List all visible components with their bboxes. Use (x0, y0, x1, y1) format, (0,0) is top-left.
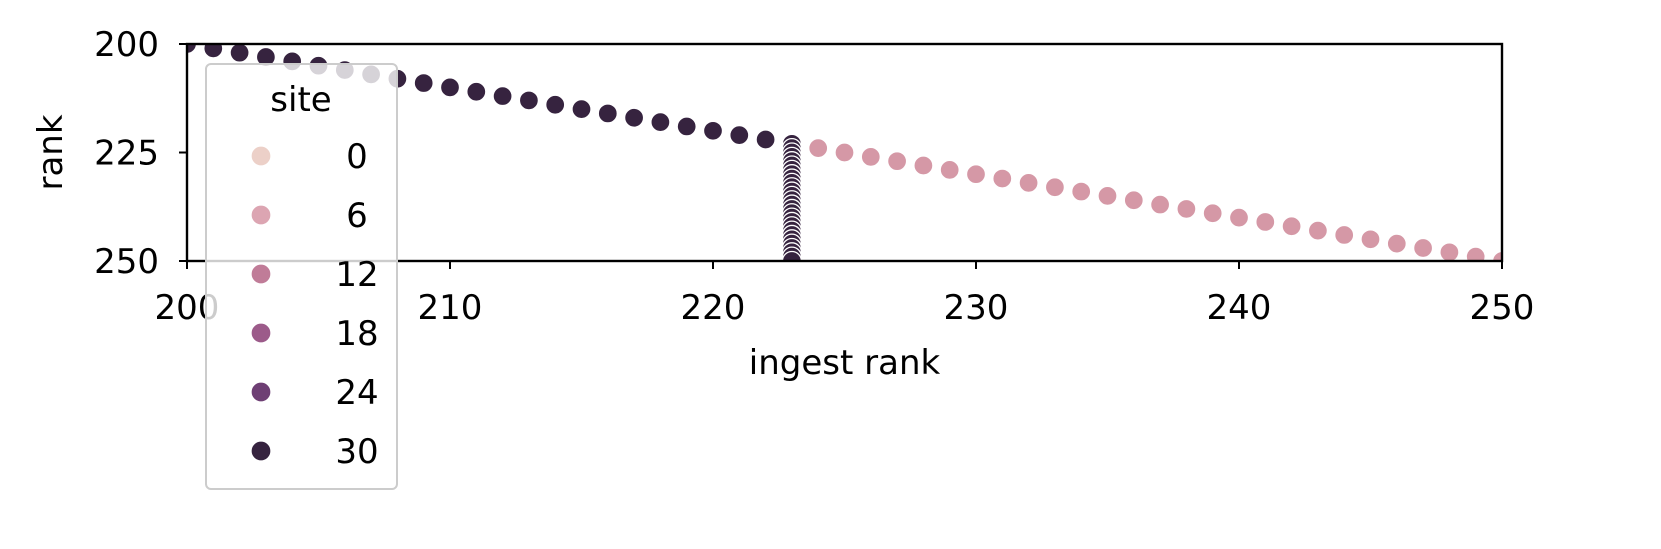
legend-marker (250, 381, 272, 403)
legend-label: 12 (335, 255, 378, 295)
data-point-site-30 (729, 124, 750, 146)
data-point-site-6 (1334, 224, 1355, 246)
data-point-site-6 (1149, 194, 1171, 215)
data-point-site-6 (1255, 211, 1276, 233)
x-tick-label: 240 (1207, 288, 1272, 328)
data-point-site-30 (676, 116, 697, 137)
data-point-site-30 (203, 44, 224, 59)
data-point-site-30 (466, 81, 487, 102)
data-point-site-6 (992, 168, 1013, 189)
legend-entry: 18 (250, 314, 379, 354)
data-point-site-30 (781, 250, 803, 261)
data-point-site-6 (860, 146, 881, 167)
data-point-site-30 (755, 129, 776, 150)
data-point-site-6 (1176, 198, 1197, 220)
legend-box (205, 63, 398, 490)
data-point-site-30 (413, 72, 434, 94)
legend-entries: 0 6 12 18 24 30 (250, 137, 379, 472)
legend-entry: 0 (250, 137, 368, 177)
data-point-site-6 (1386, 233, 1407, 254)
legend: site 0 6 12 18 24 30 (205, 63, 398, 490)
data-point-site-30 (492, 85, 513, 107)
data-point-site-6 (886, 151, 908, 172)
x-tick-label: 210 (418, 288, 483, 328)
data-point-site-30 (545, 94, 566, 115)
legend-marker (250, 204, 272, 226)
data-point-site-6 (913, 155, 934, 176)
data-point-site-6 (1071, 181, 1092, 202)
y-tick-label: 225 (94, 134, 159, 174)
data-point-site-6 (1439, 242, 1460, 261)
legend-marker (250, 263, 272, 285)
data-point-site-30 (702, 120, 724, 141)
legend-label: 6 (346, 196, 368, 236)
y-axis: 200 225 250 (94, 25, 187, 282)
data-point-site-30 (597, 103, 618, 124)
y-tick-label: 200 (94, 25, 159, 65)
data-point-site-30 (623, 107, 645, 128)
data-point-site-6 (1307, 220, 1329, 241)
data-point-site-6 (1228, 207, 1250, 228)
legend-title: site (270, 80, 331, 120)
data-point-site-6 (1412, 237, 1434, 259)
legend-label: 30 (335, 432, 378, 472)
data-point-site-6 (1360, 229, 1381, 250)
data-point-site-6 (1465, 246, 1486, 261)
data-point-site-6 (1281, 216, 1302, 237)
data-point-site-6 (939, 159, 960, 181)
legend-label: 24 (335, 373, 378, 413)
legend-marker (250, 322, 272, 344)
data-point-site-6 (1202, 203, 1223, 224)
x-tick-label: 220 (681, 288, 746, 328)
y-axis-title: rank (31, 114, 71, 190)
legend-label: 0 (346, 137, 368, 177)
data-point-site-6 (808, 138, 829, 159)
data-point-site-30 (518, 90, 540, 111)
data-point-site-6 (1044, 177, 1066, 198)
data-point-site-6 (1491, 250, 1502, 261)
x-tick-label: 250 (1470, 288, 1535, 328)
legend-marker (250, 145, 272, 167)
legend-entry: 6 (250, 196, 368, 236)
data-point-site-6 (834, 142, 855, 163)
y-tick-label: 250 (94, 242, 159, 282)
data-point-site-30 (439, 77, 461, 98)
data-point-site-30 (571, 98, 592, 120)
data-point-site-6 (1097, 185, 1118, 207)
data-point-site-30 (229, 44, 250, 63)
data-point-site-6 (1123, 190, 1144, 211)
legend-entry: 24 (250, 373, 379, 413)
legend-marker (250, 440, 272, 462)
data-point-site-6 (1018, 172, 1039, 194)
data-point-site-30 (650, 111, 671, 133)
legend-label: 18 (335, 314, 378, 354)
x-tick-label: 230 (944, 288, 1009, 328)
x-axis-title: ingest rank (749, 343, 941, 383)
data-point-site-6 (965, 164, 987, 185)
data-point-site-30 (187, 44, 198, 55)
legend-entry: 12 (250, 255, 379, 295)
legend-entry: 30 (250, 432, 379, 472)
